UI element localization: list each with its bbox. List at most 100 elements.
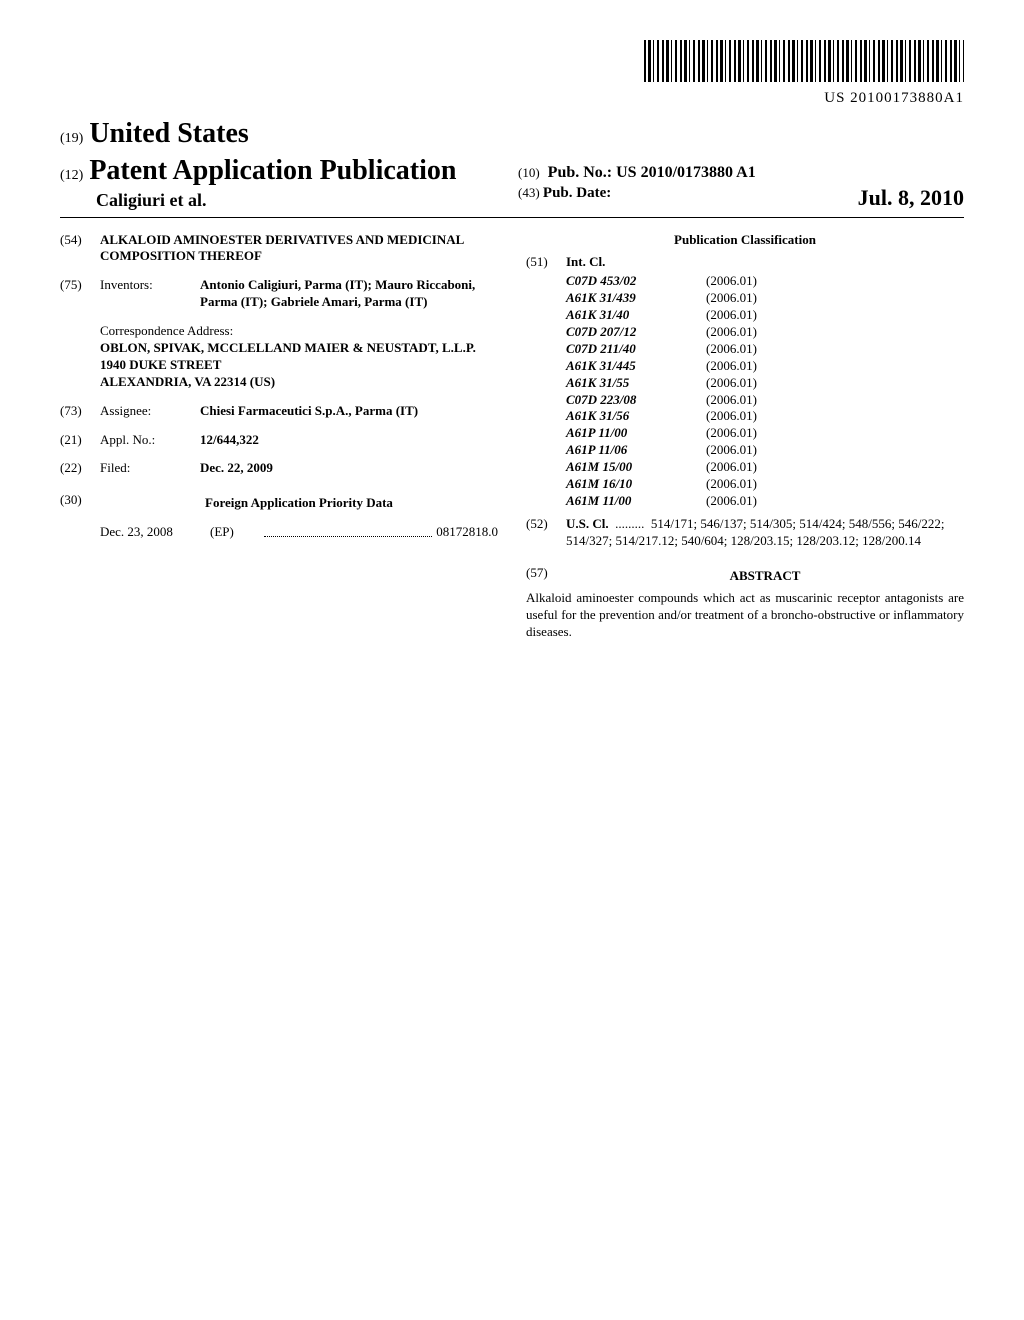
authority-name: United States	[89, 116, 248, 152]
barcode-graphic	[644, 40, 964, 82]
pub-date-label: Pub. Date:	[543, 185, 611, 201]
int-cl-year-value: (2006.01)	[706, 341, 806, 358]
int-cl-code-value: C07D 223/08	[566, 392, 706, 409]
int-cl-year-value: (2006.01)	[706, 425, 806, 442]
pub-no-prefix: (10)	[518, 165, 540, 180]
assignee-code: (73)	[60, 403, 100, 420]
inventors-code: (75)	[60, 277, 100, 311]
pub-type-prefix: (12)	[60, 167, 83, 185]
int-cl-code-value: A61K 31/445	[566, 358, 706, 375]
abstract-heading: ABSTRACT	[566, 568, 964, 585]
classification-heading: Publication Classification	[526, 232, 964, 249]
int-cl-table: C07D 453/02(2006.01)A61K 31/439(2006.01)…	[566, 273, 964, 509]
pub-date-value: Jul. 8, 2010	[858, 184, 964, 213]
int-cl-year-value: (2006.01)	[706, 290, 806, 307]
int-cl-year-value: (2006.01)	[706, 273, 806, 290]
correspondence-line-2: 1940 DUKE STREET	[100, 357, 221, 372]
int-cl-field: (51) Int. Cl.	[526, 254, 964, 271]
int-cl-code-value: C07D 211/40	[566, 341, 706, 358]
abstract-code: (57)	[526, 565, 566, 582]
title-code: (54)	[60, 232, 100, 266]
int-cl-code: (51)	[526, 254, 566, 271]
int-cl-code-value: C07D 207/12	[566, 324, 706, 341]
abstract-body: Alkaloid aminoester compounds which act …	[526, 590, 964, 641]
foreign-code: (30)	[60, 492, 100, 509]
title-text: ALKALOID AMINOESTER DERIVATIVES AND MEDI…	[100, 232, 498, 266]
int-cl-year-value: (2006.01)	[706, 375, 806, 392]
int-cl-code-value: A61M 11/00	[566, 493, 706, 510]
int-cl-year-value: (2006.01)	[706, 493, 806, 510]
int-cl-row: C07D 453/02(2006.01)	[566, 273, 964, 290]
int-cl-code-value: A61K 31/55	[566, 375, 706, 392]
int-cl-year-value: (2006.01)	[706, 476, 806, 493]
int-cl-code-value: A61M 16/10	[566, 476, 706, 493]
foreign-priority-field: (30) Foreign Application Priority Data	[60, 489, 498, 512]
correspondence-line-1: OBLON, SPIVAK, MCCLELLAND MAIER & NEUSTA…	[100, 340, 476, 355]
us-cl-code: (52)	[526, 516, 566, 550]
authority-prefix: (19)	[60, 130, 83, 148]
pub-date-line: (43) Pub. Date: Jul. 8, 2010	[518, 184, 964, 204]
int-cl-code-value: A61M 15/00	[566, 459, 706, 476]
int-cl-code-value: A61P 11/06	[566, 442, 706, 459]
foreign-heading: Foreign Application Priority Data	[100, 495, 498, 512]
foreign-dots	[264, 520, 432, 537]
header-row: (19) United States (12) Patent Applicati…	[60, 116, 964, 217]
left-column: (54) ALKALOID AMINOESTER DERIVATIVES AND…	[60, 232, 498, 642]
barcode-block: US 20100173880A1	[60, 40, 964, 108]
int-cl-code-value: A61K 31/439	[566, 290, 706, 307]
appl-no-code: (21)	[60, 432, 100, 449]
correspondence-line-3: ALEXANDRIA, VA 22314 (US)	[100, 374, 275, 389]
int-cl-label: Int. Cl.	[566, 254, 605, 269]
int-cl-row: C07D 207/12(2006.01)	[566, 324, 964, 341]
us-cl-value: 514/171; 546/137; 514/305; 514/424; 548/…	[566, 516, 944, 548]
int-cl-row: A61K 31/439(2006.01)	[566, 290, 964, 307]
appl-no-value: 12/644,322	[200, 432, 498, 449]
inventors-label: Inventors:	[100, 277, 200, 311]
int-cl-year-value: (2006.01)	[706, 307, 806, 324]
int-cl-row: A61P 11/00(2006.01)	[566, 425, 964, 442]
inventors-list: Antonio Caligiuri, Parma (IT); Mauro Ric…	[200, 277, 498, 311]
int-cl-row: C07D 211/40(2006.01)	[566, 341, 964, 358]
int-cl-row: A61M 11/00(2006.01)	[566, 493, 964, 510]
int-cl-row: A61K 31/55(2006.01)	[566, 375, 964, 392]
int-cl-year-value: (2006.01)	[706, 442, 806, 459]
inventors-field: (75) Inventors: Antonio Caligiuri, Parma…	[60, 277, 498, 311]
filed-code: (22)	[60, 460, 100, 477]
int-cl-code-value: C07D 453/02	[566, 273, 706, 290]
barcode-text: US 20100173880A1	[60, 89, 964, 109]
pub-date-prefix: (43)	[518, 185, 540, 200]
header-left: (19) United States (12) Patent Applicati…	[60, 116, 506, 212]
authors-line: Caligiuri et al.	[60, 189, 506, 212]
us-cl-label: U.S. Cl.	[566, 516, 609, 531]
int-cl-row: A61P 11/06(2006.01)	[566, 442, 964, 459]
filed-field: (22) Filed: Dec. 22, 2009	[60, 460, 498, 477]
publication-type-line: (12) Patent Application Publication	[60, 153, 506, 189]
pub-no-line: (10) Pub. No.: US 2010/0173880 A1	[518, 163, 964, 184]
int-cl-row: C07D 223/08(2006.01)	[566, 392, 964, 409]
pub-no-label: Pub. No.:	[548, 164, 612, 181]
int-cl-row: A61M 15/00(2006.01)	[566, 459, 964, 476]
int-cl-code-value: A61K 31/40	[566, 307, 706, 324]
filed-label: Filed:	[100, 460, 200, 477]
content-columns: (54) ALKALOID AMINOESTER DERIVATIVES AND…	[60, 232, 964, 642]
correspondence-block: Correspondence Address: OBLON, SPIVAK, M…	[100, 323, 498, 391]
int-cl-year-value: (2006.01)	[706, 324, 806, 341]
correspondence-label: Correspondence Address:	[100, 323, 498, 340]
assignee-field: (73) Assignee: Chiesi Farmaceutici S.p.A…	[60, 403, 498, 420]
assignee-label: Assignee:	[100, 403, 200, 420]
int-cl-code-value: A61K 31/56	[566, 408, 706, 425]
authority-line: (19) United States	[60, 116, 506, 152]
int-cl-code-value: A61P 11/00	[566, 425, 706, 442]
int-cl-year-value: (2006.01)	[706, 358, 806, 375]
filed-value: Dec. 22, 2009	[200, 460, 498, 477]
right-column: Publication Classification (51) Int. Cl.…	[526, 232, 964, 642]
foreign-number: 08172818.0	[436, 524, 498, 541]
pub-no-value: US 2010/0173880 A1	[616, 164, 756, 181]
foreign-priority-row: Dec. 23, 2008 (EP) 08172818.0	[100, 524, 498, 541]
appl-no-label: Appl. No.:	[100, 432, 200, 449]
int-cl-year-value: (2006.01)	[706, 408, 806, 425]
foreign-jurisdiction: (EP)	[210, 524, 260, 541]
pub-type: Patent Application Publication	[89, 153, 456, 189]
assignee-value: Chiesi Farmaceutici S.p.A., Parma (IT)	[200, 403, 498, 420]
us-cl-content: U.S. Cl. ......... 514/171; 546/137; 514…	[566, 516, 964, 550]
